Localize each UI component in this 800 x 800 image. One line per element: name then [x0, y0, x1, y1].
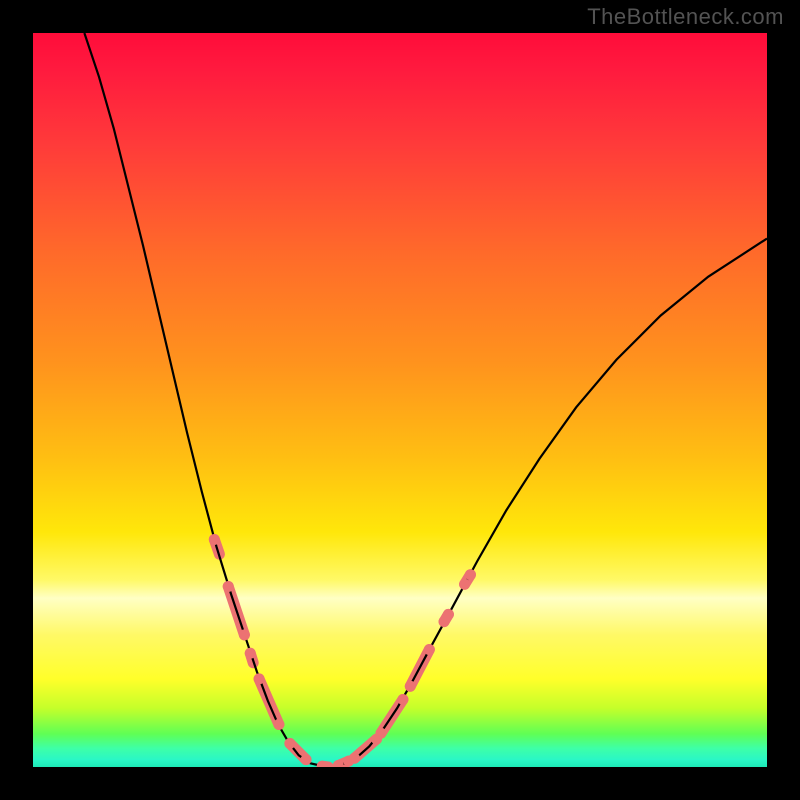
accent-dot — [239, 629, 250, 640]
accent-dot — [223, 581, 234, 592]
watermark-text: TheBottleneck.com — [587, 4, 784, 30]
accent-dot — [443, 609, 454, 620]
plot-area — [33, 33, 767, 773]
accent-dot — [397, 694, 408, 705]
accent-dot — [375, 728, 386, 739]
accent-dot — [209, 534, 220, 545]
accent-dot — [301, 754, 312, 765]
accent-dot — [465, 569, 476, 580]
accent-dot — [405, 681, 416, 692]
accent-dot — [349, 753, 360, 764]
accent-dot — [424, 644, 435, 655]
chart-container: TheBottleneck.com — [0, 0, 800, 800]
bottleneck-chart — [0, 0, 800, 800]
accent-dot — [459, 579, 470, 590]
accent-dot — [284, 738, 295, 749]
gradient-background — [33, 33, 767, 767]
accent-dot — [245, 648, 256, 659]
accent-dot — [254, 673, 265, 684]
accent-dot — [273, 719, 284, 730]
